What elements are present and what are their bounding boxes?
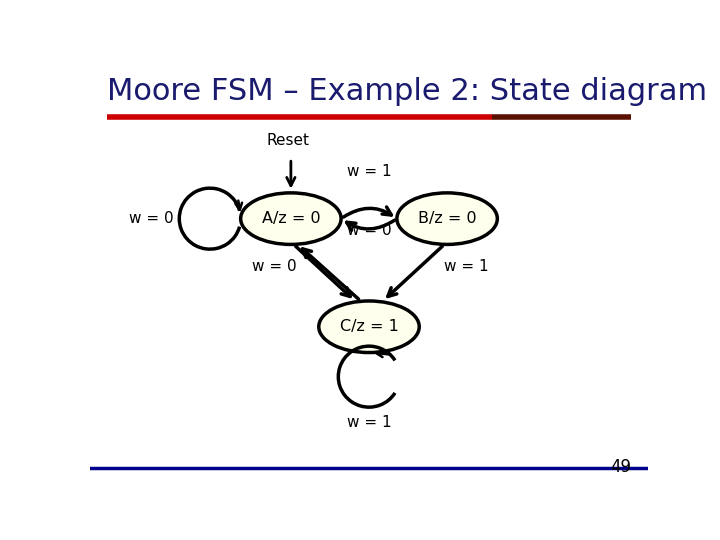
Text: B/z = 0: B/z = 0 xyxy=(418,211,477,226)
Text: w = 0: w = 0 xyxy=(129,211,174,226)
Text: w = 1: w = 1 xyxy=(347,164,391,179)
Text: 49: 49 xyxy=(611,458,631,476)
Text: w = 0: w = 0 xyxy=(252,259,297,274)
Text: C/z = 1: C/z = 1 xyxy=(340,319,398,334)
Text: Moore FSM – Example 2: State diagram: Moore FSM – Example 2: State diagram xyxy=(107,77,707,106)
Ellipse shape xyxy=(397,193,498,245)
Text: Reset: Reset xyxy=(266,133,310,148)
Text: A/z = 0: A/z = 0 xyxy=(261,211,320,226)
Ellipse shape xyxy=(240,193,341,245)
Text: w = 1: w = 1 xyxy=(347,415,391,430)
Ellipse shape xyxy=(319,301,419,353)
Text: w = 0: w = 0 xyxy=(347,223,391,238)
Text: w = 1: w = 1 xyxy=(444,259,489,274)
